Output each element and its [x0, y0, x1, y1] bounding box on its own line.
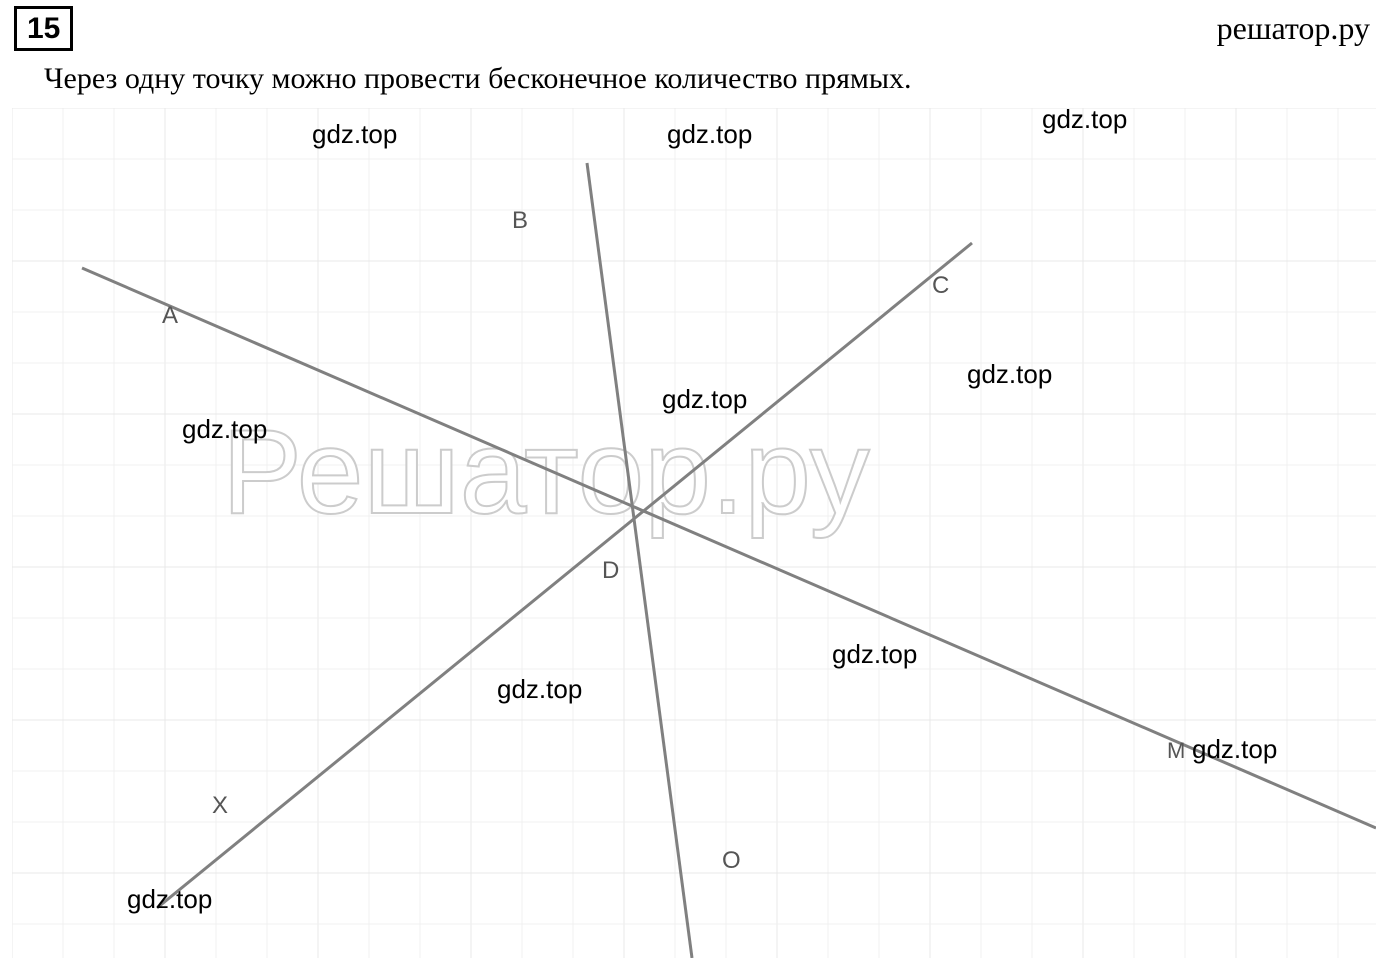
watermark-small-2: gdz.top	[1042, 108, 1127, 134]
problem-number: 15	[14, 6, 73, 51]
site-label: решатор.ру	[1217, 10, 1370, 47]
watermark-small-9: gdz.top	[127, 884, 212, 914]
point-label-B: B	[512, 207, 528, 234]
big-watermark: Решатор.ру	[222, 405, 870, 539]
point-label-A: A	[162, 302, 178, 329]
point-label-C: C	[932, 272, 949, 299]
watermark-small-8: gdz.top	[1192, 734, 1277, 764]
point-label-O: O	[722, 847, 741, 874]
watermark-small-5: gdz.top	[182, 414, 267, 444]
watermark-small-4: gdz.top	[967, 359, 1052, 389]
point-label-M: M	[1167, 738, 1185, 763]
point-label-D: D	[602, 557, 619, 584]
problem-statement: Через одну точку можно провести бесконеч…	[44, 62, 912, 96]
watermark-small-3: gdz.top	[662, 384, 747, 414]
watermark-small-1: gdz.top	[667, 119, 752, 149]
watermark-small-6: gdz.top	[497, 674, 582, 704]
geometry-chart: Решатор.ру A B C D X O Mgdz.top gdz.top gdz.top gd…	[12, 108, 1376, 958]
watermark-small-7: gdz.top	[832, 639, 917, 669]
watermark-small-0: gdz.top	[312, 119, 397, 149]
point-label-X: X	[212, 792, 228, 819]
